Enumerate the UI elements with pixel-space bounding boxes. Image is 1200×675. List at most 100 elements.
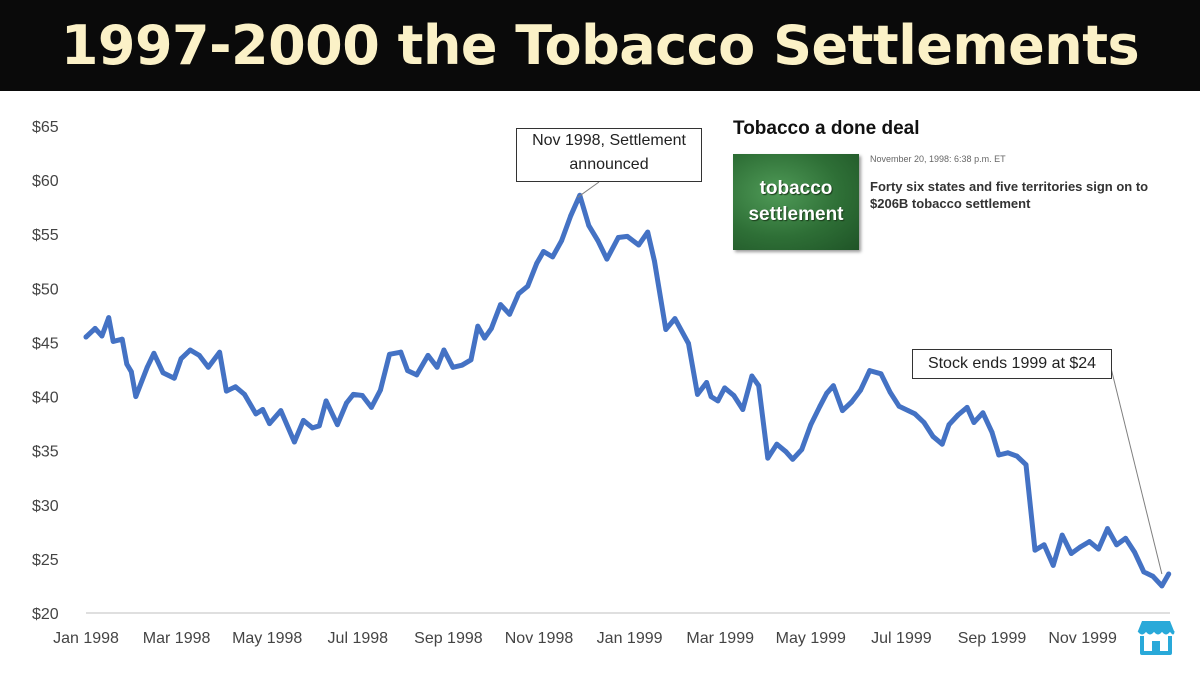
price-point [516, 291, 521, 297]
news-thumbnail: tobacco settlement [733, 154, 859, 250]
price-point [187, 347, 193, 353]
price-point [344, 400, 349, 406]
price-point [144, 364, 150, 370]
price-point [867, 368, 873, 373]
price-point [369, 405, 374, 410]
price-point [387, 351, 392, 357]
price-point [482, 335, 487, 341]
price-point [1050, 563, 1056, 568]
price-point [124, 361, 130, 367]
price-point [824, 390, 830, 396]
price-point [224, 388, 229, 394]
price-point [178, 356, 184, 362]
price-point [378, 387, 383, 393]
slide-title: 1997-2000 the Tobacco Settlements [60, 14, 1140, 77]
thumbnail-text-line2: settlement [748, 204, 844, 225]
stock-end-callout-text: Stock ends 1999 at $24 [927, 355, 1097, 372]
price-point [398, 349, 404, 355]
news-headline: Tobacco a done deal [733, 118, 920, 139]
price-point [459, 362, 465, 368]
price-point [964, 405, 970, 410]
y-tick-label: $60 [32, 173, 59, 190]
y-tick-label: $20 [32, 606, 59, 623]
price-point [253, 411, 259, 417]
price-point [1096, 546, 1101, 552]
price-point [896, 403, 902, 409]
y-tick-label: $45 [32, 335, 59, 352]
price-point [323, 398, 329, 404]
price-point [989, 429, 995, 435]
price-point [663, 327, 669, 332]
stock-end-callout: Stock ends 1999 at $24 [912, 349, 1112, 379]
price-point [1077, 544, 1083, 550]
price-point [260, 407, 266, 412]
price-point [912, 411, 918, 417]
price-point [887, 389, 893, 395]
price-point [160, 370, 166, 376]
x-tick-label: Sep 1999 [958, 630, 1027, 647]
price-point [930, 434, 936, 439]
price-point [1141, 569, 1147, 575]
y-tick-label: $55 [32, 227, 59, 244]
settlement-callout-line2: announced [569, 156, 649, 173]
news-date: November 20, 1998: 6:38 p.m. ET [870, 154, 1006, 164]
price-point [83, 334, 89, 340]
price-point [1166, 571, 1172, 577]
price-point [414, 372, 420, 378]
price-point [242, 392, 247, 397]
price-point [1159, 583, 1165, 589]
title-bar: 1997-2000 the Tobacco Settlements [0, 0, 1200, 91]
price-point [171, 375, 177, 381]
x-tick-label: Nov 1998 [505, 630, 574, 647]
price-point [955, 412, 961, 418]
price-point [808, 422, 814, 428]
price-point [672, 316, 678, 321]
price-point [946, 422, 952, 428]
thumbnail-text-line1: tobacco [759, 178, 833, 199]
price-point [858, 387, 863, 393]
price-point [133, 394, 139, 399]
price-point [541, 249, 546, 254]
price-point [559, 238, 564, 244]
settlement-leader-line [577, 181, 600, 198]
price-point [595, 238, 601, 244]
price-point [534, 261, 540, 266]
price-point [1041, 542, 1047, 548]
price-point [441, 347, 447, 353]
price-point [316, 423, 322, 429]
price-point [695, 392, 700, 397]
price-point [740, 407, 746, 412]
price-point [708, 394, 714, 399]
price-point [1059, 532, 1065, 538]
price-point [878, 371, 884, 377]
price-point [765, 455, 771, 461]
price-point [1032, 547, 1038, 553]
price-point [119, 336, 125, 342]
x-tick-label: Jan 1998 [53, 630, 119, 647]
price-point [704, 380, 709, 385]
x-tick-label: Mar 1999 [686, 630, 754, 647]
price-point [756, 383, 762, 389]
x-tick-label: May 1998 [232, 630, 302, 647]
settlement-callout-line1: Nov 1998, Settlement [532, 132, 686, 149]
price-point [939, 441, 945, 447]
news-body: Forty six states and five territories si… [870, 179, 1149, 211]
news-clipping: Tobacco a done deal tobacco settlement N… [733, 116, 1153, 266]
price-point [475, 323, 481, 329]
price-point [550, 254, 555, 260]
stock-price-chart: $20 $25 $30 $35 $40 $45 $50 $55 $60 $65 Jan 1998 Ma… [32, 119, 1172, 647]
price-point [749, 373, 755, 379]
y-tick-label: $40 [32, 390, 59, 407]
price-point [405, 368, 410, 373]
price-point [151, 350, 157, 356]
price-point [790, 456, 796, 462]
price-point [774, 441, 780, 447]
price-point [604, 256, 610, 262]
price-point [840, 408, 845, 413]
price-point [310, 425, 315, 431]
price-point [525, 283, 531, 289]
price-point [783, 449, 789, 455]
price-point [99, 333, 105, 339]
price-point [831, 383, 836, 389]
price-point [1105, 526, 1110, 531]
